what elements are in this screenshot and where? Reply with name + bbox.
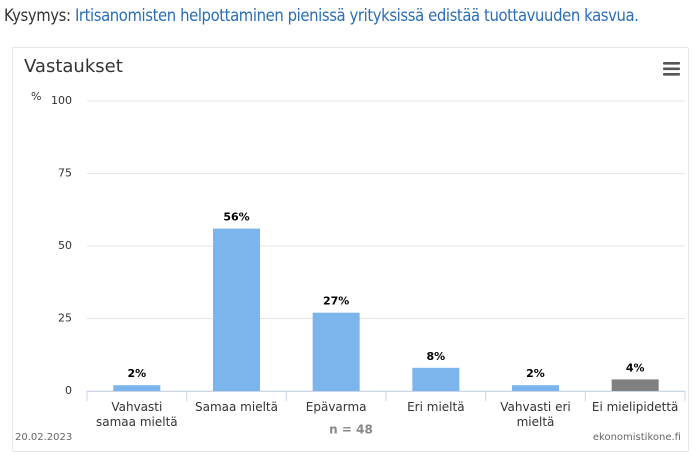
bar xyxy=(512,385,559,391)
value-label: 56% xyxy=(223,211,249,224)
y-tick-label: 25 xyxy=(58,312,72,325)
bar xyxy=(312,312,360,391)
menu-icon[interactable] xyxy=(663,62,680,76)
value-label: 27% xyxy=(323,295,349,308)
y-tick-label: 75 xyxy=(58,167,72,180)
date: 20.02.2023 xyxy=(15,432,72,443)
sample-size: n = 48 xyxy=(329,423,373,437)
chart-box xyxy=(12,47,689,452)
value-label: 2% xyxy=(526,367,545,380)
question-text: Irtisanomisten helpottaminen pienissä yr… xyxy=(74,6,639,25)
y-tick-label: 100 xyxy=(51,94,72,107)
x-tick-label: Vahvasti samaa mieltä xyxy=(96,400,178,429)
y-tick-label: 0 xyxy=(65,384,72,397)
value-label: 4% xyxy=(626,361,645,374)
value-label: 8% xyxy=(426,350,445,363)
x-tick-label: Ei mielipidettä xyxy=(591,400,679,414)
bar xyxy=(412,367,460,391)
x-tick-label: Eri mieltä xyxy=(407,400,465,414)
x-tick-label: Epävarma xyxy=(305,400,367,414)
x-tick-label: Samaa mieltä xyxy=(195,400,278,414)
chart-title: Vastaukset xyxy=(24,56,123,77)
y-axis-label: % xyxy=(31,90,41,103)
question-label: Kysymys: xyxy=(4,6,71,25)
source: ekonomistikone.fi xyxy=(593,432,681,443)
question-header: Kysymys: Irtisanomisten helpottaminen pi… xyxy=(4,6,639,25)
y-tick-label: 50 xyxy=(58,239,72,252)
x-tick-label: Vahvasti eri mieltä xyxy=(500,400,571,429)
value-label: 2% xyxy=(127,367,146,380)
bar xyxy=(213,228,260,391)
bar xyxy=(113,385,161,391)
bar xyxy=(611,379,659,391)
